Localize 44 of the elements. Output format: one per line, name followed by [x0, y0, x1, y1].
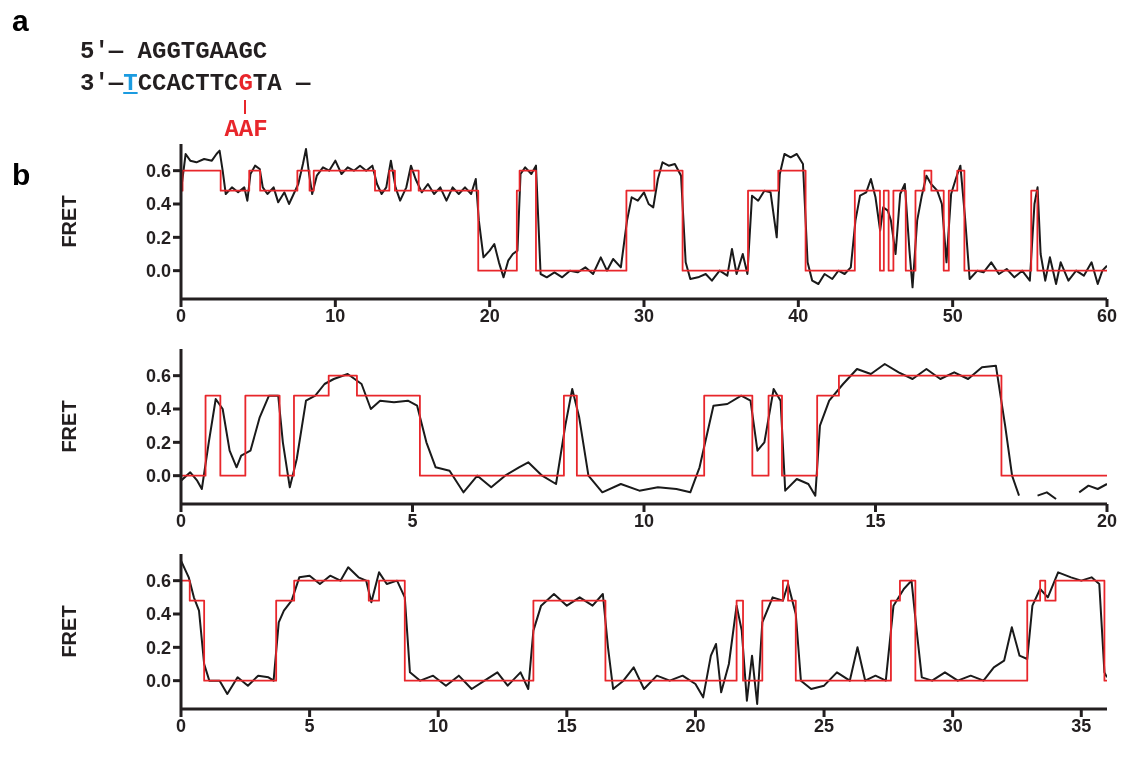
- x-tick-label: 35: [1071, 715, 1092, 736]
- text: AAF: [224, 115, 268, 145]
- text: G: [238, 70, 253, 97]
- y-tick-label: 0.4: [145, 604, 171, 625]
- text: b: [12, 158, 31, 192]
- text: TA —: [252, 70, 311, 97]
- x-tick-label: 25: [814, 715, 835, 736]
- x-tick-label: 60: [1096, 305, 1118, 326]
- text: T: [123, 70, 138, 97]
- text: 3′—: [80, 70, 124, 97]
- y-axis-title: FRET: [58, 400, 81, 453]
- y-tick-label: 0.6: [145, 366, 171, 387]
- x-tick-label: 30: [942, 715, 963, 736]
- x-tick-label: 20: [685, 715, 706, 736]
- y-tick-label: 0.2: [145, 227, 171, 248]
- x-tick-label: 0: [175, 510, 187, 531]
- x-tick-label: 0: [175, 305, 187, 326]
- x-tick-label: 15: [556, 715, 577, 736]
- x-tick-label: 50: [942, 305, 963, 326]
- x-tick-label: 0: [175, 715, 187, 736]
- y-tick-label: 0.2: [145, 637, 171, 658]
- y-tick-label: 0.6: [145, 161, 171, 182]
- y-tick-label: 0.0: [145, 261, 171, 282]
- y-tick-label: 0.0: [145, 466, 171, 487]
- y-axis-title: FRET: [58, 605, 81, 658]
- text: 5′— AGGTGAAGC: [80, 38, 268, 65]
- x-tick-label: 15: [865, 510, 886, 531]
- text: CCACTTC: [137, 70, 239, 97]
- x-tick-label: 20: [479, 305, 500, 326]
- x-tick-label: 40: [788, 305, 809, 326]
- y-tick-label: 0.4: [145, 194, 171, 215]
- x-tick-label: 5: [407, 510, 418, 531]
- x-tick-label: 10: [428, 715, 449, 736]
- y-axis-title: FRET: [58, 195, 81, 248]
- y-tick-label: 0.2: [145, 432, 171, 453]
- text: a: [12, 4, 29, 38]
- x-tick-label: 5: [304, 715, 315, 736]
- y-tick-label: 0.0: [145, 671, 171, 692]
- x-tick-label: 10: [325, 305, 346, 326]
- x-tick-label: 20: [1096, 510, 1118, 531]
- y-tick-label: 0.4: [145, 399, 171, 420]
- x-tick-label: 10: [633, 510, 655, 531]
- x-tick-label: 30: [633, 305, 655, 326]
- y-tick-label: 0.6: [145, 571, 171, 592]
